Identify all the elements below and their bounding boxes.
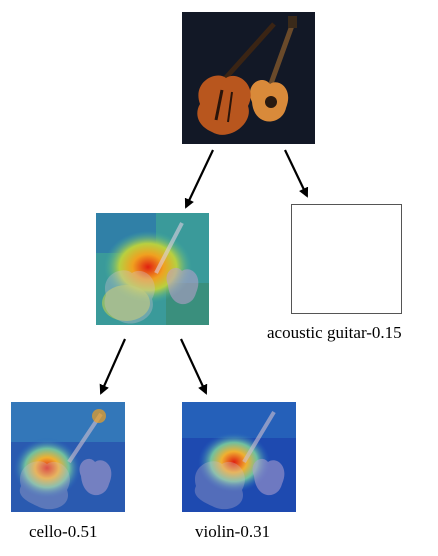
- arrow-heatmap-to-violin: [180, 338, 208, 395]
- empty-result-box: [291, 204, 402, 314]
- acoustic-guitar-label: acoustic guitar-0.15: [267, 323, 402, 342]
- cello-and-guitar-image: [182, 12, 315, 144]
- cello-heatmap-image: [11, 402, 125, 512]
- violin-label: violin-0.31: [195, 522, 271, 541]
- arrow-root-to-heatmap: [184, 149, 214, 209]
- heatmap-overlay: [96, 213, 209, 325]
- arrow-heatmap-to-cello: [99, 338, 127, 395]
- cello-label: cello-0.51: [29, 522, 98, 541]
- attention-heatmap-image: [96, 213, 209, 325]
- cello-heatmap-overlay: [11, 402, 125, 512]
- root-instrument-image: [182, 12, 315, 144]
- violin-heatmap-overlay: [182, 402, 296, 512]
- arrow-root-to-guitar: [284, 149, 309, 198]
- violin-heatmap-image: [182, 402, 296, 512]
